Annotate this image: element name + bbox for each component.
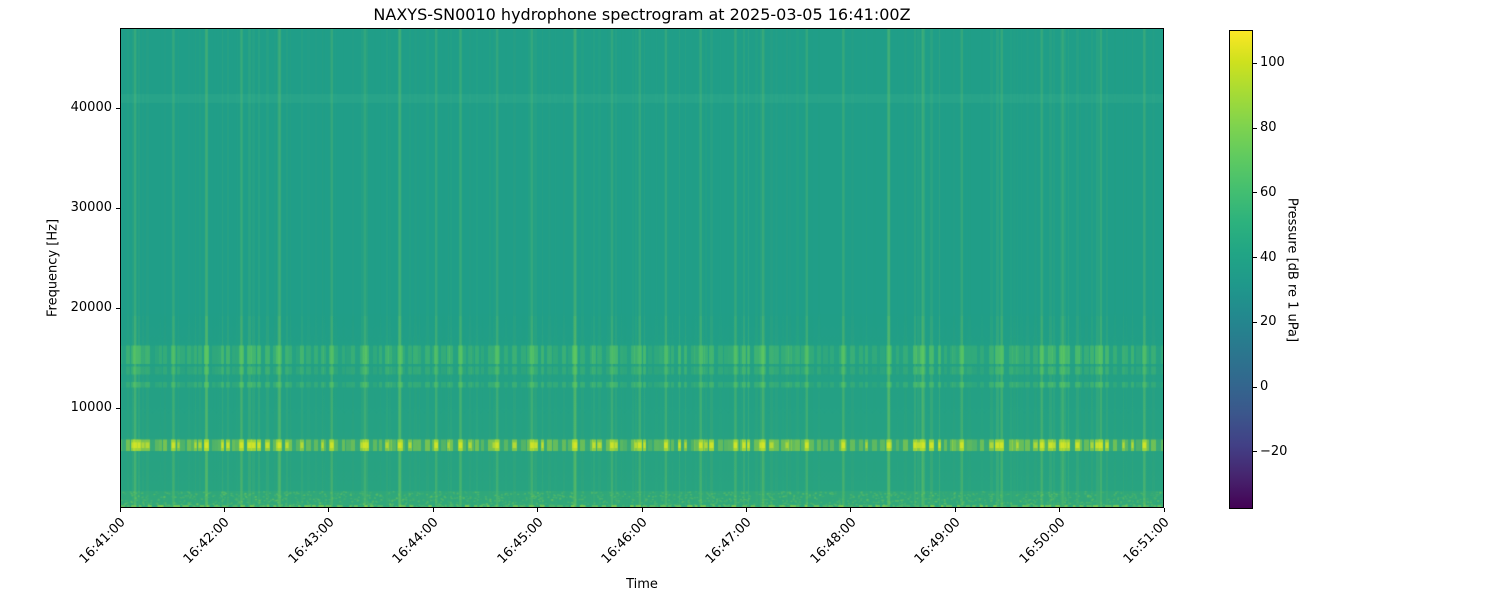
x-tick-mark [537,508,539,512]
x-tick-mark [223,508,225,512]
spectrogram-heatmap [120,28,1164,508]
y-tick-mark [116,207,120,209]
colorbar-tick-mark [1253,451,1257,453]
colorbar-tick-label: 60 [1260,184,1277,200]
y-tick-label: 30000 [70,200,112,215]
y-tick-mark [116,107,120,109]
x-tick-label: 16:41:00 [76,515,129,567]
y-tick-label: 20000 [70,300,112,315]
colorbar-gradient [1229,30,1253,509]
x-axis-label: Time [626,577,658,592]
x-tick-mark [745,508,747,512]
colorbar-tick-label: 100 [1260,55,1285,71]
colorbar-tick-mark [1253,321,1257,323]
colorbar-tick-label: 80 [1260,120,1277,136]
x-tick-mark [119,508,121,512]
x-tick-mark [850,508,852,512]
colorbar-label: Pressure [dB re 1 uPa] [1284,197,1300,343]
x-tick-mark [328,508,330,512]
x-tick-mark [641,508,643,512]
colorbar-tick-mark [1253,62,1257,64]
chart-title: NAXYS-SN0010 hydrophone spectrogram at 2… [373,5,911,24]
colorbar-tick-label: 20 [1260,314,1277,330]
y-tick-label: 10000 [70,400,112,415]
y-tick-mark [116,407,120,409]
colorbar-tick-mark [1253,386,1257,388]
x-tick-mark [954,508,956,512]
colorbar-tick-label: 40 [1260,249,1277,265]
y-tick-label: 40000 [70,100,112,115]
colorbar-tick-mark [1253,192,1257,194]
colorbar-tick-mark [1253,257,1257,259]
x-tick-mark [432,508,434,512]
colorbar-tick-mark [1253,127,1257,129]
x-tick-mark [1059,508,1061,512]
x-tick-mark [1163,508,1165,512]
y-tick-mark [116,307,120,309]
colorbar-tick-label: −20 [1260,443,1288,459]
colorbar-tick-label: 0 [1260,379,1269,395]
